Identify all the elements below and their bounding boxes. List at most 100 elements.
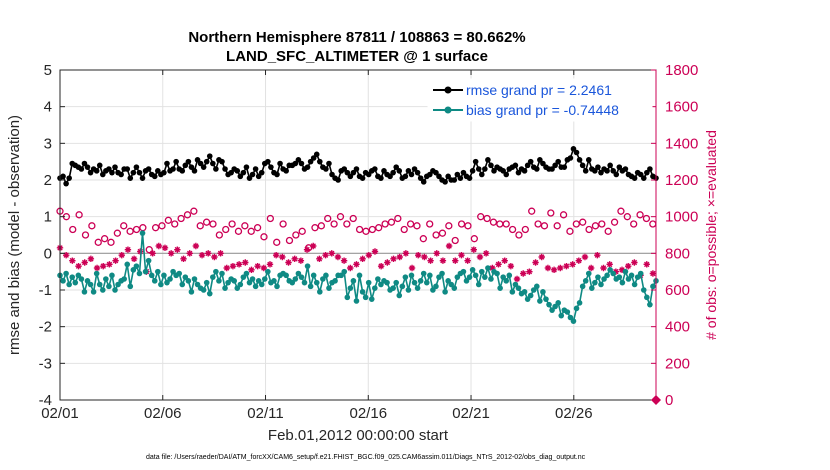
rmse-data-point — [540, 160, 546, 167]
bias-data-point — [213, 268, 219, 275]
bias-data-point — [604, 272, 610, 279]
bias-data-point — [121, 276, 127, 282]
rmse-data-point — [491, 168, 497, 174]
rmse-data-point — [515, 169, 522, 176]
possible-obs-marker — [88, 222, 96, 230]
bias-data-point — [350, 278, 357, 284]
rmse-data-point — [255, 173, 262, 180]
possible-obs-marker — [177, 214, 185, 223]
bias-data-point — [332, 278, 338, 284]
possible-obs-marker — [100, 235, 109, 243]
evaluated-obs-marker — [408, 264, 416, 272]
possible-obs-marker — [630, 220, 638, 228]
evaluated-obs-marker — [211, 253, 218, 261]
bias-data-point — [521, 289, 528, 295]
evaluated-obs-marker — [594, 251, 601, 259]
rmse-data-point — [604, 168, 610, 174]
evaluated-obs-marker — [100, 262, 107, 270]
bias-data-point — [558, 312, 565, 319]
bias-data-point — [393, 279, 400, 286]
bias-data-point — [161, 272, 167, 279]
rmse-data-point — [228, 169, 234, 176]
possible-obs-marker — [298, 227, 306, 235]
possible-obs-marker — [438, 229, 447, 237]
rmse-data-point — [616, 164, 623, 170]
possible-obs-marker — [534, 220, 542, 228]
evaluated-obs-marker — [87, 255, 95, 263]
series-layer — [56, 146, 659, 324]
rmse-data-point — [66, 175, 72, 181]
rmse-data-point — [145, 166, 152, 172]
x-tick-label: 02/01 — [41, 405, 79, 422]
evaluated-obs-marker — [538, 253, 545, 261]
bias-data-point — [234, 285, 241, 291]
bias-data-point — [93, 270, 100, 277]
bias-data-point — [115, 281, 121, 288]
possible-obs-marker — [336, 213, 345, 221]
rmse-data-point — [155, 168, 161, 174]
possible-obs-marker — [349, 214, 357, 223]
bias-data-point — [341, 268, 348, 275]
possible-obs-marker — [145, 246, 153, 254]
rmse-data-point — [582, 168, 589, 174]
evaluated-obs-marker — [75, 262, 82, 270]
y2-tick-label: 400 — [665, 319, 690, 336]
evaluated-obs-marker — [112, 257, 119, 264]
rmse-data-point — [537, 157, 543, 163]
possible-obs-marker — [559, 211, 568, 219]
evaluated-obs-marker — [390, 255, 397, 263]
possible-obs-marker — [279, 220, 287, 228]
bias-data-point — [601, 276, 607, 282]
bias-data-point — [301, 279, 308, 286]
bias-data-point — [237, 281, 244, 288]
evaluated-obs-marker — [242, 259, 249, 266]
evaluated-obs-marker — [575, 257, 582, 264]
evaluated-obs-marker — [544, 264, 552, 272]
rmse-data-point — [570, 146, 577, 152]
bias-data-point — [191, 276, 198, 282]
rmse-data-point — [274, 171, 280, 178]
rmse-data-point — [433, 169, 439, 176]
possible-obs-marker — [202, 218, 211, 226]
bias-data-point — [472, 272, 479, 279]
bias-data-point — [155, 268, 161, 275]
rmse-data-point — [295, 157, 302, 163]
evaluated-obs-marker — [229, 262, 237, 270]
rmse-data-point — [524, 162, 531, 169]
bias-data-point — [185, 278, 192, 284]
bias-data-point — [338, 272, 344, 279]
possible-obs-marker — [566, 227, 574, 235]
bias-data-point — [592, 279, 598, 286]
possible-obs-marker — [547, 209, 555, 217]
rmse-data-point — [576, 157, 583, 163]
bias-data-point — [555, 300, 561, 306]
possible-obs-marker — [477, 213, 485, 221]
bias-data-point — [573, 305, 580, 312]
rmse-data-point — [613, 171, 620, 178]
rmse-data-point — [99, 171, 106, 178]
rmse-data-point — [555, 158, 561, 165]
rmse-data-point — [485, 157, 491, 163]
y-tick-label: 5 — [44, 62, 52, 79]
rmse-data-point — [365, 171, 372, 178]
bias-data-point — [194, 281, 201, 288]
possible-obs-marker — [521, 225, 529, 234]
evaluated-obs-marker — [254, 262, 261, 270]
bias-data-point — [203, 279, 210, 286]
bias-data-point — [313, 279, 320, 286]
bias-data-point — [405, 287, 412, 293]
rmse-data-point — [631, 175, 638, 181]
bias-data-point — [124, 261, 131, 268]
bias-data-point — [127, 283, 134, 290]
bias-data-point — [570, 318, 577, 324]
rmse-data-point — [127, 175, 134, 181]
possible-obs-marker — [151, 224, 160, 232]
possible-obs-marker — [598, 220, 606, 228]
bias-data-point — [463, 278, 470, 284]
possible-obs-marker — [457, 220, 466, 228]
bias-data-point — [179, 281, 186, 288]
evaluated-obs-marker — [235, 261, 243, 268]
evaluated-obs-marker — [198, 251, 206, 259]
evaluated-obs-marker — [353, 261, 360, 268]
possible-obs-marker — [215, 231, 224, 239]
